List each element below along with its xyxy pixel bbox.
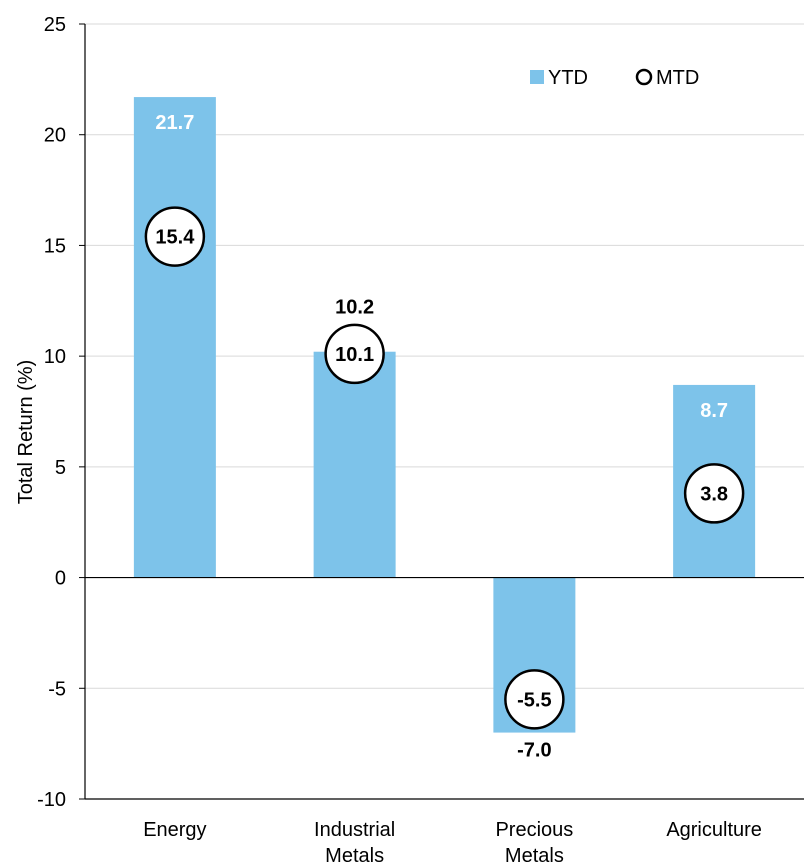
x-tick-label: Agriculture (666, 819, 762, 841)
y-tick-label: 20 (44, 125, 66, 147)
bar (133, 97, 216, 578)
y-axis-label: Total Return (%) (15, 360, 37, 505)
mtd-marker (144, 206, 206, 267)
y-tick-label: 25 (44, 14, 66, 36)
x-tick-label: Industrial (314, 819, 395, 841)
x-tick-label: Metals (325, 845, 384, 864)
bar (313, 351, 396, 578)
bars (133, 97, 756, 733)
ytd-data-label: 10.2 (335, 297, 374, 319)
mtd-data-label: 10.1 (335, 344, 374, 366)
mtd-marker (504, 669, 565, 730)
legend-ytd-label: YTD (548, 67, 588, 89)
mtd-data-label: 3.8 (700, 483, 728, 505)
mtd-markers: 15.4 10.1 -5.5 3.8 (144, 206, 745, 730)
y-tick-label: -5 (48, 678, 66, 700)
x-tick-labels: Energy Industrial Metals Precious Metals Agri… (143, 819, 762, 864)
y-tick-label: 5 (55, 457, 66, 479)
legend: YTD MTD (530, 67, 699, 89)
data-labels: 21.7 10.2 -7.0 8.7 (155, 112, 728, 762)
ytd-data-label: 8.7 (700, 400, 728, 422)
mtd-marker (683, 463, 745, 524)
y-tick-label: 0 (55, 568, 66, 590)
x-tick-label: Metals (505, 845, 564, 864)
mtd-marker (324, 323, 385, 385)
y-tick-label: 15 (44, 235, 66, 257)
mtd-data-label: -5.5 (517, 689, 551, 711)
ytd-data-label: 21.7 (155, 112, 194, 134)
mtd-data-label: 15.4 (155, 227, 195, 249)
legend-mtd-label: MTD (656, 67, 699, 89)
y-tick-label: -10 (37, 789, 66, 811)
legend-mtd-marker (635, 68, 653, 86)
y-tick-labels: 25 20 15 10 5 0 -5 -10 (37, 14, 66, 811)
y-tick-label: 10 (44, 346, 66, 368)
axes (79, 23, 804, 800)
x-tick-label: Precious (495, 819, 573, 841)
legend-ytd-swatch (530, 70, 544, 84)
x-tick-label: Energy (143, 819, 206, 841)
ytd-data-label: -7.0 (517, 740, 551, 762)
